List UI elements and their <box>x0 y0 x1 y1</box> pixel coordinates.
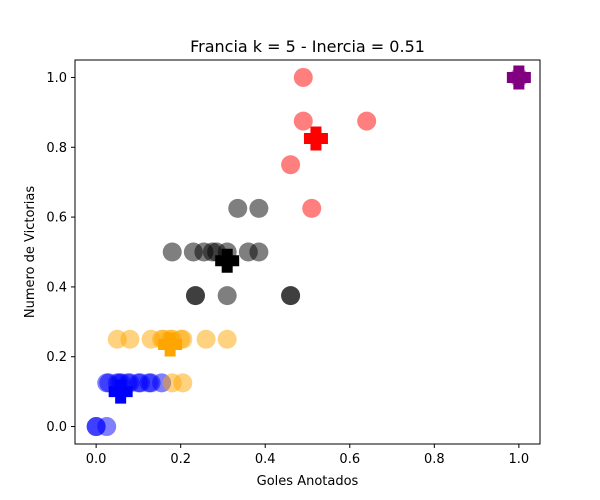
cluster-1-point-1 <box>120 329 140 349</box>
cluster-2-point-0 <box>162 242 182 262</box>
y-axis-label: Numero de Victorias <box>23 186 38 318</box>
x-tick-label: 0.0 <box>86 452 107 467</box>
y-axis-ticks: 0.0 0.2 0.4 0.6 0.8 1.0 <box>46 71 75 435</box>
x-tick-label: 0.8 <box>424 452 445 467</box>
cluster-3-point-3 <box>281 155 301 175</box>
x-tick-label: 1.0 <box>509 452 530 467</box>
cluster-1-centroid <box>158 332 183 357</box>
y-tick-label: 0.2 <box>46 350 67 365</box>
y-tick-label: 0.0 <box>46 420 67 435</box>
cluster-4-centroid <box>506 65 531 90</box>
cluster-2-point-13 <box>228 198 248 218</box>
cluster-3-point-0 <box>293 67 313 87</box>
plot-frame <box>74 59 541 445</box>
cluster-3-point-2 <box>357 111 377 131</box>
x-tick-label: 0.4 <box>255 452 276 467</box>
chart-title: Francia k = 5 - Inercia = 0.51 <box>190 37 425 56</box>
x-axis-label: Goles Anotados <box>257 474 359 489</box>
x-axis-ticks: 0.0 0.2 0.4 0.6 0.8 1.0 <box>86 444 529 467</box>
plot-marks <box>86 65 531 437</box>
y-tick-label: 0.8 <box>46 141 67 156</box>
cluster-3-point-1 <box>293 111 313 131</box>
y-tick-label: 0.6 <box>46 211 67 226</box>
y-tick-label: 0.4 <box>46 280 67 295</box>
cluster-2-point-7 <box>249 242 269 262</box>
cluster-2-point-12 <box>281 286 301 306</box>
cluster-3-point-4 <box>302 198 322 218</box>
cluster-3-centroid <box>303 126 328 151</box>
cluster-1-point-10 <box>217 329 237 349</box>
x-tick-label: 0.2 <box>170 452 191 467</box>
cluster-0-centroid <box>108 379 133 404</box>
cluster-0-point-2 <box>97 417 117 437</box>
x-tick-label: 0.6 <box>339 452 360 467</box>
cluster-2-centroid <box>215 248 240 273</box>
cluster-2-point-14 <box>249 198 269 218</box>
cluster-1-point-9 <box>196 329 216 349</box>
cluster-1-point-12 <box>173 373 193 393</box>
y-tick-label: 1.0 <box>46 71 67 86</box>
cluster-2-point-11 <box>185 286 205 306</box>
cluster-2-point-9 <box>217 286 237 306</box>
